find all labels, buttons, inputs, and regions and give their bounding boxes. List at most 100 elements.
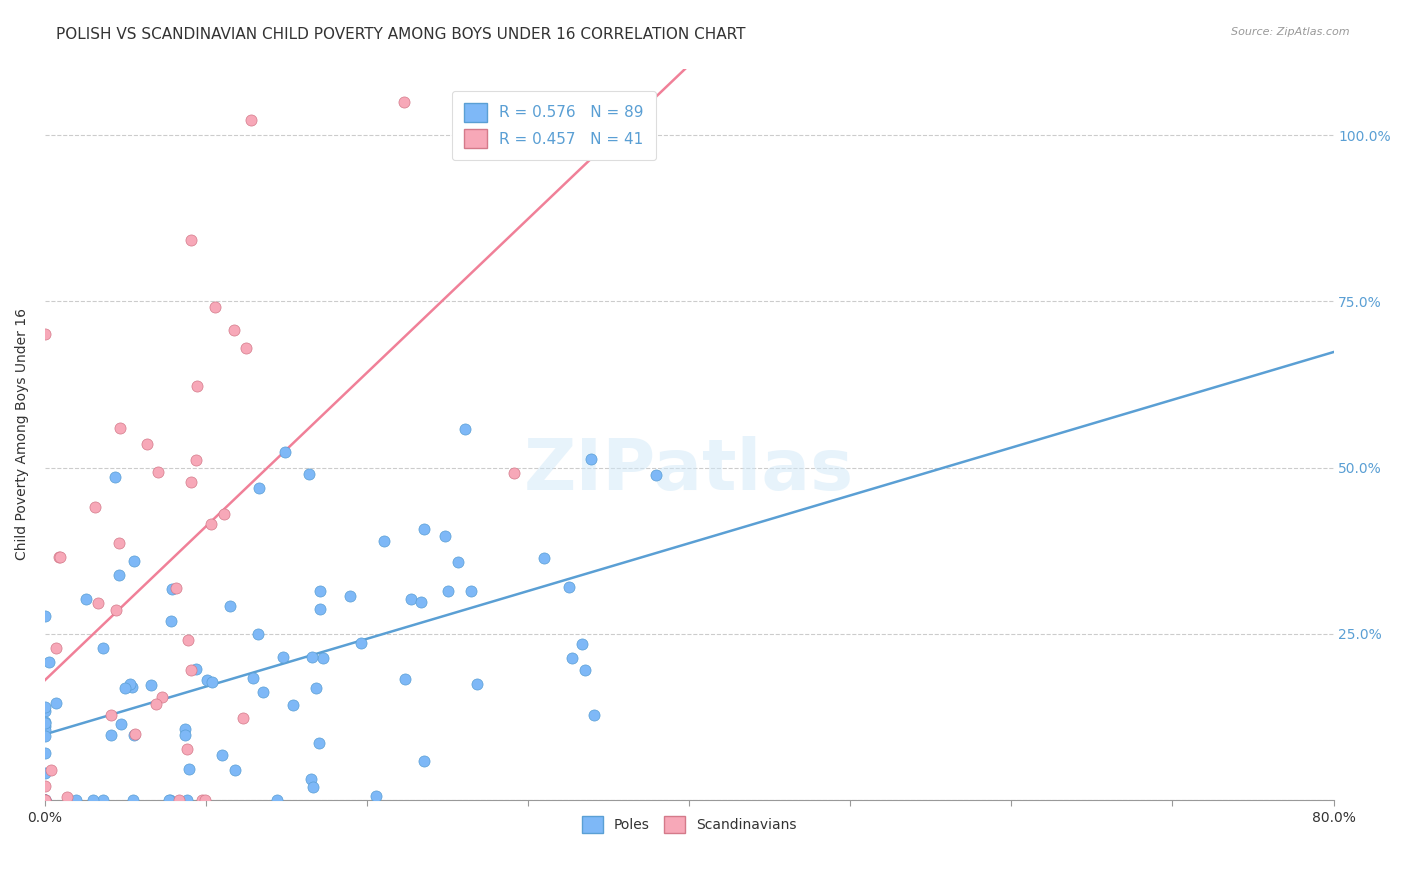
R = 0.576   N = 89 [298,467,321,482]
R = 0.576   N = 89 [201,674,224,689]
R = 0.457   N = 41 [186,378,208,392]
R = 0.457   N = 41 [34,793,56,807]
R = 0.576   N = 89 [401,591,423,606]
R = 0.457   N = 41 [235,341,257,355]
R = 0.576   N = 89 [211,748,233,763]
R = 0.576   N = 89 [266,793,288,807]
R = 0.576   N = 89 [308,584,330,599]
R = 0.576   N = 89 [34,793,56,807]
R = 0.457   N = 41 [167,793,190,807]
R = 0.576   N = 89 [411,595,433,609]
R = 0.576   N = 89 [308,736,330,750]
R = 0.576   N = 89 [373,533,395,548]
R = 0.576   N = 89 [100,728,122,742]
R = 0.576   N = 89 [91,793,114,807]
R = 0.457   N = 41 [34,326,56,341]
R = 0.576   N = 89 [34,609,56,624]
R = 0.576   N = 89 [274,444,297,458]
R = 0.576   N = 89 [162,582,184,596]
R = 0.576   N = 89 [34,793,56,807]
R = 0.576   N = 89 [195,673,218,688]
R = 0.457   N = 41 [503,466,526,480]
R = 0.576   N = 89 [121,680,143,694]
R = 0.457   N = 41 [240,113,263,128]
Text: POLISH VS SCANDINAVIAN CHILD POVERTY AMONG BOYS UNDER 16 CORRELATION CHART: POLISH VS SCANDINAVIAN CHILD POVERTY AMO… [56,27,745,42]
R = 0.576   N = 89 [219,599,242,613]
R = 0.576   N = 89 [157,793,180,807]
R = 0.576   N = 89 [299,772,322,786]
R = 0.576   N = 89 [34,729,56,743]
R = 0.576   N = 89 [433,529,456,543]
R = 0.457   N = 41 [184,453,207,467]
R = 0.457   N = 41 [193,793,215,807]
R = 0.457   N = 41 [145,697,167,711]
R = 0.576   N = 89 [583,707,606,722]
R = 0.576   N = 89 [301,649,323,664]
R = 0.576   N = 89 [141,678,163,692]
R = 0.576   N = 89 [91,641,114,656]
R = 0.576   N = 89 [645,468,668,483]
R = 0.576   N = 89 [281,698,304,712]
R = 0.457   N = 41 [150,690,173,704]
R = 0.576   N = 89 [34,793,56,807]
Legend: Poles, Scandinavians: Poles, Scandinavians [571,805,807,845]
R = 0.576   N = 89 [460,584,482,599]
R = 0.576   N = 89 [224,764,246,778]
R = 0.576   N = 89 [122,728,145,742]
R = 0.576   N = 89 [394,672,416,686]
R = 0.457   N = 41 [124,727,146,741]
R = 0.576   N = 89 [246,627,269,641]
R = 0.576   N = 89 [308,602,330,616]
R = 0.576   N = 89 [574,663,596,677]
R = 0.576   N = 89 [242,672,264,686]
R = 0.457   N = 41 [136,437,159,451]
R = 0.576   N = 89 [34,715,56,730]
R = 0.576   N = 89 [114,681,136,695]
R = 0.457   N = 41 [34,779,56,793]
R = 0.576   N = 89 [437,583,460,598]
R = 0.576   N = 89 [159,793,181,807]
R = 0.576   N = 89 [107,567,129,582]
R = 0.457   N = 41 [177,633,200,648]
R = 0.576   N = 89 [45,696,67,710]
R = 0.576   N = 89 [533,551,555,566]
R = 0.457   N = 41 [45,641,67,656]
R = 0.576   N = 89 [252,684,274,698]
R = 0.576   N = 89 [339,589,361,603]
R = 0.576   N = 89 [176,793,198,807]
R = 0.576   N = 89 [38,655,60,669]
R = 0.576   N = 89 [65,793,87,807]
R = 0.457   N = 41 [394,95,416,109]
R = 0.457   N = 41 [87,596,110,610]
R = 0.576   N = 89 [453,422,475,436]
R = 0.576   N = 89 [302,780,325,794]
R = 0.576   N = 89 [75,592,97,607]
Text: Source: ZipAtlas.com: Source: ZipAtlas.com [1232,27,1350,37]
R = 0.457   N = 41 [200,517,222,532]
R = 0.576   N = 89 [34,793,56,807]
R = 0.576   N = 89 [177,763,200,777]
R = 0.457   N = 41 [214,508,236,522]
R = 0.576   N = 89 [104,470,127,484]
R = 0.576   N = 89 [186,662,208,676]
R = 0.576   N = 89 [34,723,56,738]
R = 0.576   N = 89 [305,681,328,696]
R = 0.576   N = 89 [558,580,581,594]
R = 0.457   N = 41 [176,741,198,756]
R = 0.457   N = 41 [49,550,72,565]
R = 0.457   N = 41 [56,789,79,804]
R = 0.576   N = 89 [465,677,488,691]
R = 0.457   N = 41 [180,234,202,248]
R = 0.576   N = 89 [312,651,335,665]
R = 0.576   N = 89 [34,793,56,807]
R = 0.457   N = 41 [34,793,56,807]
R = 0.576   N = 89 [412,523,434,537]
R = 0.457   N = 41 [100,708,122,723]
R = 0.457   N = 41 [105,603,128,617]
R = 0.576   N = 89 [120,677,142,691]
R = 0.576   N = 89 [560,651,582,665]
R = 0.576   N = 89 [271,650,294,665]
R = 0.457   N = 41 [165,582,187,596]
R = 0.576   N = 89 [34,715,56,730]
R = 0.576   N = 89 [247,482,270,496]
